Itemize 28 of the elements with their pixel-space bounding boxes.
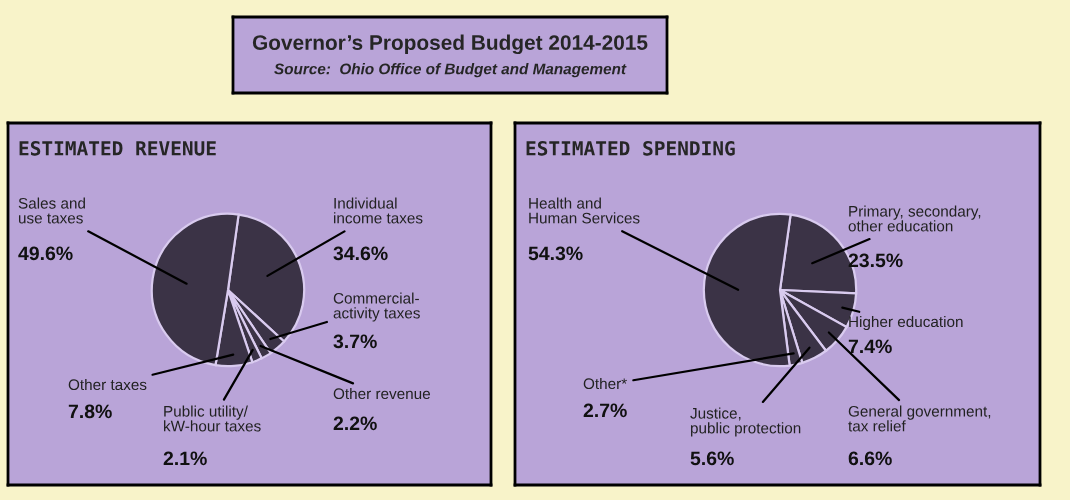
data-label: 7.8% <box>68 404 112 419</box>
chart-title: ESTIMATED REVENUE <box>19 140 216 156</box>
slice-label: Justice, public protection <box>690 407 801 437</box>
data-label: 7.4% <box>848 339 892 354</box>
text: Governor’s Proposed Budget 2014-2015 <box>252 34 648 55</box>
data-label: 34.6% <box>333 246 388 261</box>
data-label: 5.6% <box>690 451 734 466</box>
data-label: 54.3% <box>528 246 583 261</box>
slice-label: Sales and use taxes <box>18 197 85 224</box>
slice-label: General government, tax relief <box>848 405 991 432</box>
text: Source: Ohio Office of Budget and Management <box>274 63 627 78</box>
slice-label: Commercial- activity taxes <box>333 292 420 322</box>
slice-label: Other revenue <box>333 387 430 400</box>
data-label: 6.6% <box>848 451 892 466</box>
slice-label: Primary, secondary, other education <box>848 205 981 232</box>
slice-label: Health and Human Services <box>529 197 640 224</box>
slice-label: Other taxes <box>68 378 147 391</box>
data-label: 3.7% <box>333 334 377 349</box>
slice-label: Other* <box>583 377 627 390</box>
slice-label: Higher education <box>849 315 963 331</box>
data-label: 2.2% <box>333 416 377 431</box>
slice-label: Public utility/ kW-hour taxes <box>164 405 261 432</box>
chart-title: ESTIMATED SPENDING <box>526 140 735 156</box>
data-label: 49.6% <box>18 246 73 261</box>
data-label: 2.7% <box>583 403 627 418</box>
data-label: 23.5% <box>848 253 903 268</box>
slice-label: Individual income taxes <box>334 197 423 224</box>
data-label: 2.1% <box>163 451 207 466</box>
